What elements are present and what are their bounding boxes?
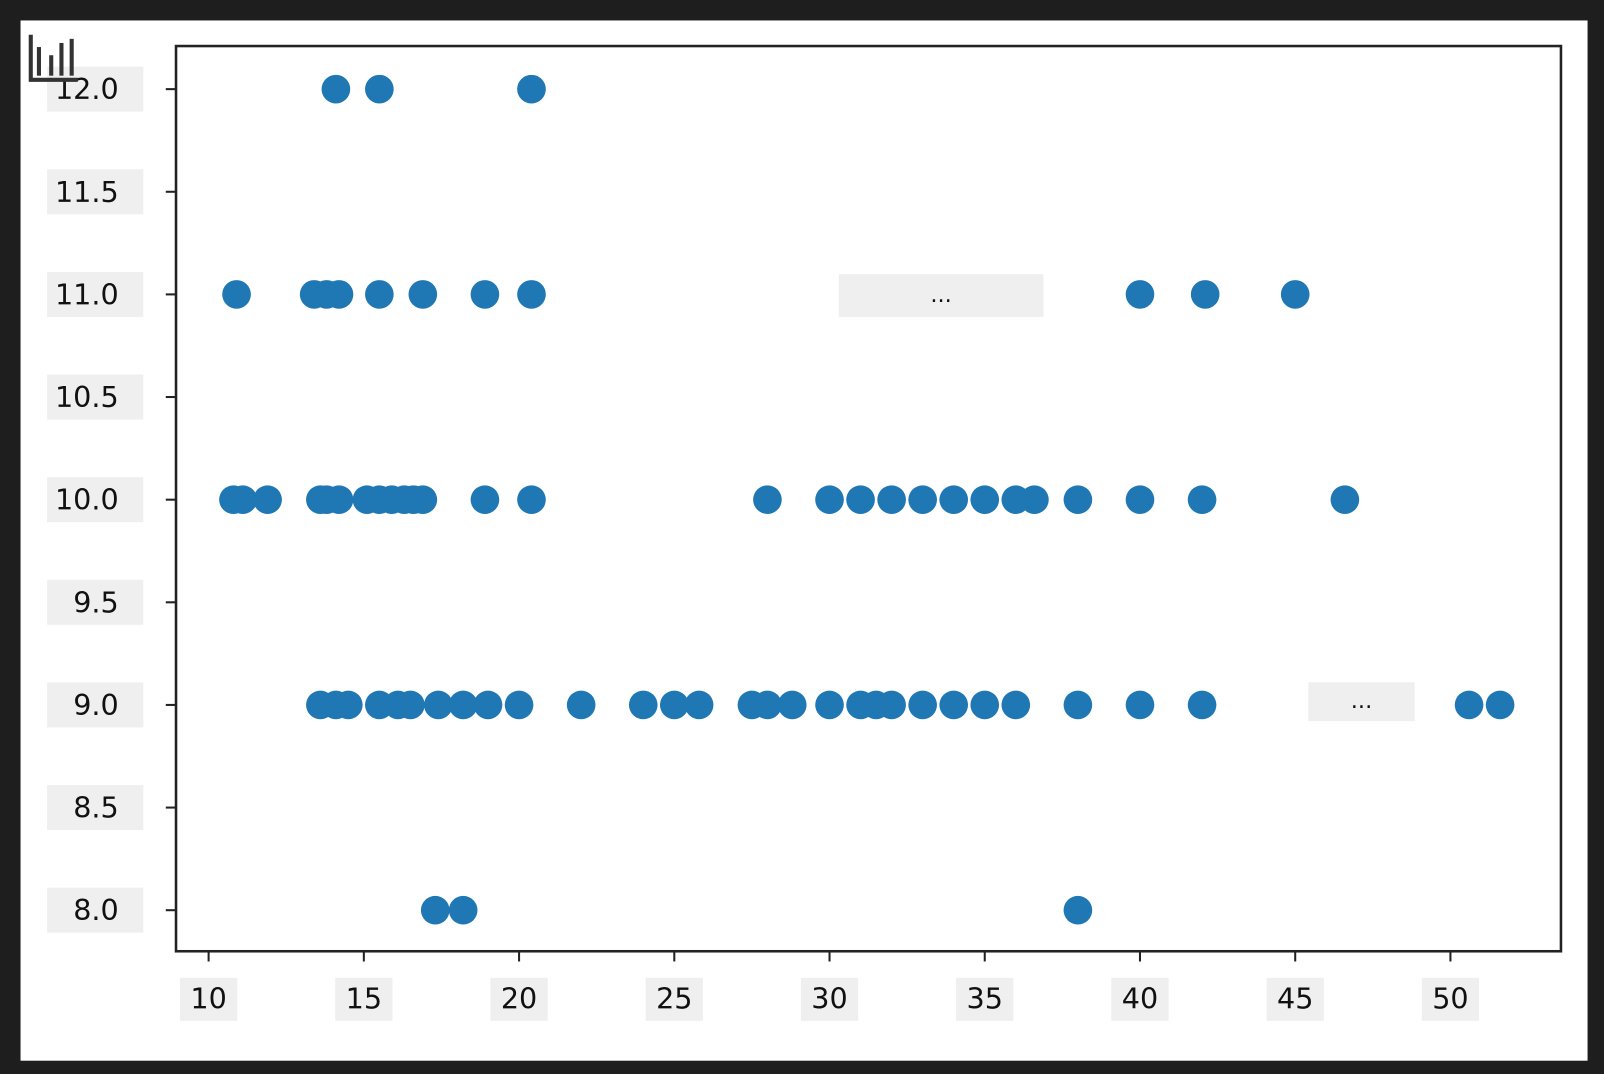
tick-label-bg [47, 374, 144, 420]
tick-label-bg [335, 977, 393, 1021]
point [1063, 485, 1093, 514]
point [396, 690, 425, 720]
point [1485, 690, 1515, 720]
annotation: ... [1351, 688, 1372, 714]
x-tick-label: 50 [1432, 981, 1468, 1015]
tick-label-bg [47, 682, 144, 728]
x-tick-label: 35 [967, 981, 1003, 1015]
point [815, 485, 844, 514]
tick-label-bg [47, 785, 144, 831]
tick-label-bg [490, 977, 548, 1021]
point [659, 690, 689, 720]
x-tick-label: 20 [501, 981, 537, 1015]
point [470, 280, 500, 309]
tick-label-bg [800, 977, 859, 1021]
point [420, 895, 450, 925]
point [365, 74, 394, 104]
point [517, 280, 546, 309]
point [1125, 280, 1155, 309]
point [877, 690, 906, 720]
point [253, 485, 282, 514]
y-tick-label: 12.0 [55, 72, 119, 106]
x-tick-label: 25 [656, 981, 692, 1015]
tick-label-bg [956, 977, 1014, 1021]
point [939, 485, 969, 514]
x-tick-label: 45 [1277, 981, 1313, 1015]
y-tick-label: 10.5 [55, 380, 119, 414]
point [1187, 485, 1217, 514]
tick-label-bg [47, 579, 144, 625]
tick-label-bg [47, 271, 144, 317]
annotation-bg [838, 274, 1044, 318]
chart-icon [28, 34, 78, 82]
point [970, 485, 1000, 514]
y-tick-label: 11.5 [55, 175, 119, 209]
point [1063, 895, 1093, 925]
point [908, 690, 937, 720]
point [222, 280, 251, 309]
point [517, 485, 546, 514]
tick-label-bg [47, 169, 144, 215]
y-tick-label: 8.5 [73, 791, 119, 825]
x-tick-label: 15 [346, 981, 382, 1015]
x-tick-label: 10 [190, 981, 226, 1015]
point [448, 895, 478, 925]
point [877, 485, 906, 514]
y-tick-label: 8.0 [73, 893, 119, 927]
point [777, 690, 807, 720]
point [408, 485, 438, 514]
y-tick-label: 9.5 [73, 585, 119, 619]
point [1063, 690, 1093, 720]
point [566, 690, 596, 720]
point [753, 485, 782, 514]
point [470, 485, 500, 514]
marks: 8.0 8.5 9.0 9.5 10.0 10.5 11.0 11.5 12.0 10 15 20 25… [47, 66, 1515, 1021]
point [970, 690, 1000, 720]
point [815, 690, 844, 720]
x-tick-label: 40 [1122, 981, 1158, 1015]
point [228, 485, 258, 514]
point [1454, 690, 1484, 720]
point [846, 485, 875, 514]
point [321, 74, 351, 104]
point [1280, 280, 1310, 309]
tick-label-bg [179, 977, 238, 1021]
tick-label-bg [47, 477, 144, 523]
y-tick-label: 10.0 [55, 483, 119, 517]
point [1187, 690, 1217, 720]
annotation-bg [1308, 682, 1415, 722]
point [448, 690, 478, 720]
y-tick-label: 9.0 [73, 688, 119, 722]
point [324, 280, 354, 309]
tick-label-bg [1111, 977, 1169, 1021]
point [473, 690, 503, 720]
point [1330, 485, 1360, 514]
tick-label-bg [47, 887, 144, 933]
point [504, 690, 534, 720]
x-tick-label: 30 [811, 981, 847, 1015]
point [324, 485, 354, 514]
point [1001, 690, 1031, 720]
point [1190, 280, 1220, 309]
point [365, 280, 394, 309]
tick-label-bg [645, 977, 703, 1021]
point [753, 690, 782, 720]
point [408, 280, 438, 309]
point [1020, 485, 1049, 514]
point [517, 74, 546, 104]
point [684, 690, 714, 720]
y-tick-label: 11.0 [55, 277, 119, 311]
point [424, 690, 453, 720]
tick-label-bg [1421, 977, 1480, 1021]
point [333, 690, 363, 720]
annotation: ... [930, 282, 951, 308]
point [1125, 690, 1155, 720]
point [628, 690, 658, 720]
point [939, 690, 969, 720]
point [908, 485, 937, 514]
tick-label-bg [1266, 977, 1324, 1021]
point [1125, 485, 1155, 514]
